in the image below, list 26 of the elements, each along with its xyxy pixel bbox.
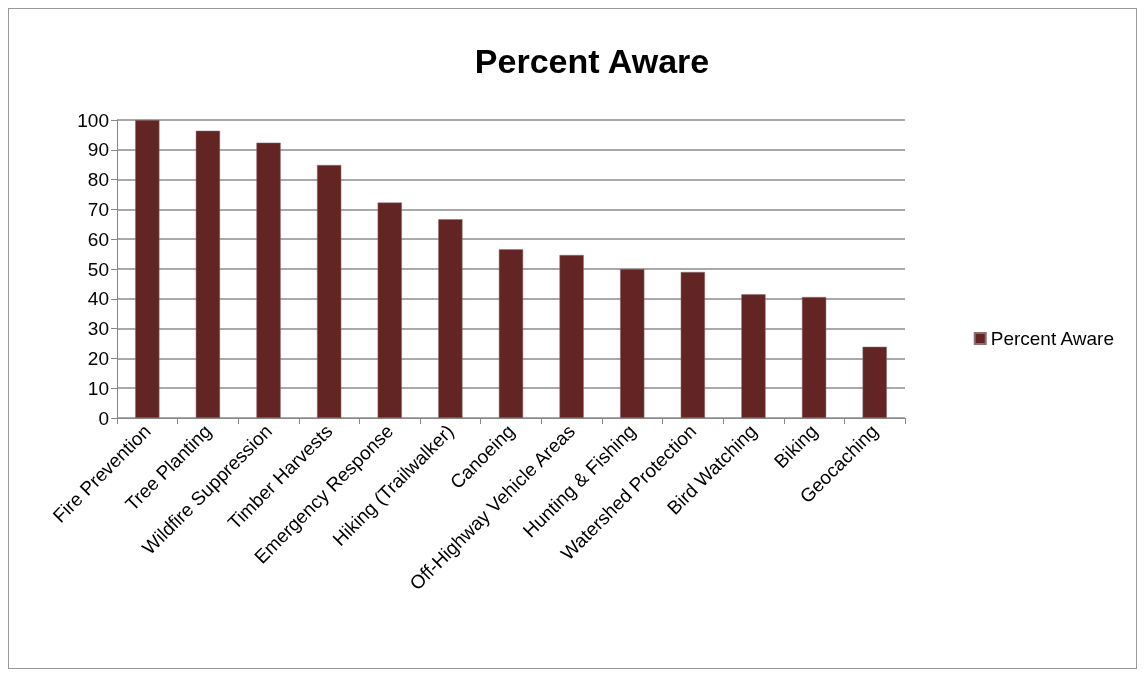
y-tick-label: 50 [87,258,109,280]
y-tick-label: 30 [87,318,109,340]
y-tick-label: 90 [87,139,109,161]
bar [438,219,463,418]
bar [195,130,221,418]
y-tick-label: 80 [87,169,109,191]
y-tick-label: 20 [87,347,109,369]
bar [620,269,645,418]
bar [559,254,584,418]
bar [256,142,281,418]
y-tick-label: 10 [87,377,109,399]
y-tick-label: 40 [87,288,109,310]
y-tick-label: 100 [77,109,109,131]
chart-title: Percent Aware [474,42,710,80]
y-tick-label: 60 [87,228,109,250]
bar [862,346,887,418]
bar [801,297,827,418]
y-tick-label: 0 [98,407,109,429]
y-tick-label: 70 [87,198,109,220]
bar [135,120,160,418]
bar [680,271,705,418]
bar [377,202,402,418]
bar [317,165,342,418]
bar [498,249,524,418]
legend-label: Percent Aware [990,328,1114,349]
bar [741,294,766,418]
